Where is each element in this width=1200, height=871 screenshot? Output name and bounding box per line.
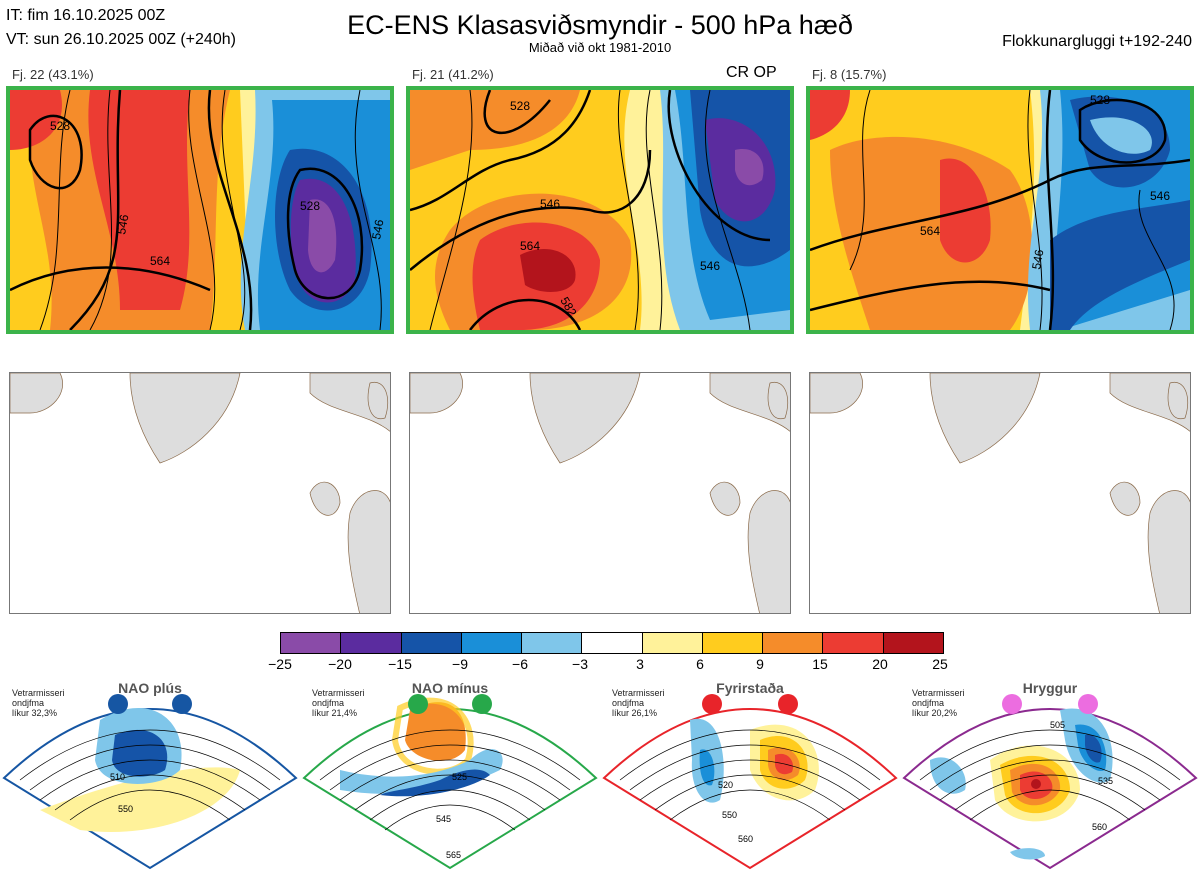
regime-ridge-info: Vetrarmisseri ondjfma líkur 20,2% <box>912 688 965 718</box>
colorbar-bin <box>461 633 523 653</box>
cluster-2-map: 528 546 564 582 546 <box>406 86 794 334</box>
cluster-3-label: Fj. 8 (15.7%) <box>812 67 887 82</box>
svg-text:546: 546 <box>114 213 131 235</box>
base-map-3-land <box>810 373 1190 613</box>
regime-nao-plus-title: NAO plús <box>118 680 182 696</box>
colorbar-bin <box>341 633 402 653</box>
cluster-3-map: 528 564 546 546 <box>806 86 1194 334</box>
regime-info-line: líkur 20,2% <box>912 708 958 718</box>
regime-info-line: Vetrarmisseri <box>912 688 965 698</box>
colorbar-bin <box>401 633 462 653</box>
colorbar-tick: 25 <box>932 656 948 672</box>
colorbar-tick: −15 <box>388 656 412 672</box>
svg-text:546: 546 <box>1150 189 1170 203</box>
colorbar-bin <box>582 633 643 653</box>
cluster-2-tag: CR OP <box>726 64 777 81</box>
base-map-1-land <box>10 373 390 613</box>
regime-info-line: Vetrarmisseri <box>12 688 65 698</box>
classification-window: Flokkunargluggi t+192-240 <box>1002 33 1192 50</box>
cluster-1-field: 528 546 564 528 546 <box>10 90 390 330</box>
base-map-3 <box>809 372 1191 614</box>
colorbar-tick: 3 <box>636 656 644 672</box>
colorbar-tick: −9 <box>452 656 468 672</box>
page-title: EC-ENS Klasasviðsmyndir - 500 hPa hæð <box>347 10 853 40</box>
svg-text:564: 564 <box>150 254 170 268</box>
regime-nao-minus-map: 525 545 565 <box>302 694 598 870</box>
colorbar-tick: 20 <box>872 656 888 672</box>
cluster-1-map: 528 546 564 528 546 <box>6 86 394 334</box>
colorbar-bin <box>642 633 703 653</box>
regime-nao-minus: 525 545 565 NAO mínus Vetrarmisseri ondj… <box>300 680 600 870</box>
svg-text:546: 546 <box>369 218 386 240</box>
regime-ridge-map: 505 535 560 <box>902 694 1198 870</box>
regime-nao-minus-title: NAO mínus <box>411 680 489 696</box>
regime-info-line: Vetrarmisseri <box>312 688 365 698</box>
regime-ridge-title: Hryggur <box>1022 680 1078 696</box>
regime-blocking: 520 550 560 Fyrirstaða Vetrarmisseri ond… <box>600 680 900 870</box>
svg-text:510: 510 <box>110 772 125 782</box>
cluster-1-label: Fj. 22 (43.1%) <box>12 67 94 82</box>
initial-time: IT: fim 16.10.2025 00Z <box>6 7 166 24</box>
base-map-2 <box>409 372 791 614</box>
svg-text:528: 528 <box>50 119 70 133</box>
page-subtitle: Miðað við okt 1981-2010 <box>528 40 672 55</box>
colorbar-bin <box>823 633 884 653</box>
svg-text:550: 550 <box>118 804 133 814</box>
base-map-2-land <box>410 373 790 613</box>
regime-info-line: líkur 21,4% <box>312 708 358 718</box>
regime-nao-minus-info: Vetrarmisseri ondjfma líkur 21,4% <box>312 688 365 718</box>
svg-text:560: 560 <box>1092 822 1107 832</box>
colorbar-tick: 15 <box>812 656 828 672</box>
colorbar-tick: 6 <box>696 656 704 672</box>
cluster-3-field: 528 564 546 546 <box>810 90 1190 330</box>
colorbar-tick: −20 <box>328 656 352 672</box>
valid-time: VT: sun 26.10.2025 00Z (+240h) <box>6 31 236 48</box>
colorbar-tick: −3 <box>572 656 588 672</box>
cluster-2-label: Fj. 21 (41.2%) <box>412 67 494 82</box>
colorbar-tick: −6 <box>512 656 528 672</box>
svg-text:520: 520 <box>718 780 733 790</box>
colorbar-tick: −25 <box>268 656 292 672</box>
regime-info-line: líkur 32,3% <box>12 708 58 718</box>
svg-text:546: 546 <box>1029 248 1046 270</box>
svg-text:564: 564 <box>920 224 940 238</box>
svg-text:546: 546 <box>540 197 560 211</box>
colorbar-bin <box>763 633 824 653</box>
regime-blocking-title: Fyrirstaða <box>716 680 784 696</box>
colorbar-bin <box>522 633 583 653</box>
regime-info-line: ondjfma <box>12 698 45 708</box>
svg-text:528: 528 <box>510 99 530 113</box>
regime-blocking-info: Vetrarmisseri ondjfma líkur 26,1% <box>612 688 665 718</box>
colorbar-bin <box>883 633 943 653</box>
regime-info-line: ondjfma <box>612 698 645 708</box>
regime-blocking-map: 520 550 560 <box>602 694 898 870</box>
svg-text:525: 525 <box>452 772 467 782</box>
svg-text:505: 505 <box>1050 720 1065 730</box>
svg-text:535: 535 <box>1098 776 1113 786</box>
regime-nao-plus-map: 510 550 <box>2 694 298 870</box>
colorbar <box>280 632 944 654</box>
svg-text:528: 528 <box>1090 93 1110 107</box>
svg-text:565: 565 <box>446 850 461 860</box>
svg-text:564: 564 <box>520 239 540 253</box>
regime-info-line: ondjfma <box>312 698 345 708</box>
colorbar-tick: 9 <box>756 656 764 672</box>
regime-info-line: líkur 26,1% <box>612 708 658 718</box>
svg-text:528: 528 <box>300 199 320 213</box>
regime-nao-plus-info: Vetrarmisseri ondjfma líkur 32,3% <box>12 688 65 718</box>
regime-info-line: Vetrarmisseri <box>612 688 665 698</box>
regime-nao-plus: 510 550 NAO plús Vetrarmisseri ondjfma l… <box>0 680 300 870</box>
regime-ridge: 505 535 560 Hryggur Vetrarmisseri ondjfm… <box>900 680 1200 870</box>
colorbar-bin <box>281 633 342 653</box>
base-map-1 <box>9 372 391 614</box>
colorbar-bin <box>702 633 764 653</box>
svg-text:546: 546 <box>700 259 720 273</box>
cluster-2-field: 528 546 564 582 546 <box>410 90 790 330</box>
svg-text:550: 550 <box>722 810 737 820</box>
svg-text:545: 545 <box>436 814 451 824</box>
regime-info-line: ondjfma <box>912 698 945 708</box>
svg-text:560: 560 <box>738 834 753 844</box>
